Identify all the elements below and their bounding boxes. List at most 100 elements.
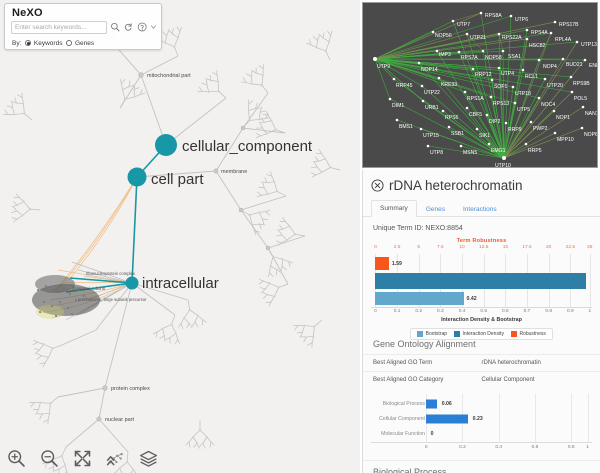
gene-label-UTP8: UTP8 xyxy=(430,150,443,156)
gene-label-MSN5: MSN5 xyxy=(463,150,477,156)
top-tick-0: 0 xyxy=(374,245,377,250)
radio-genes[interactable]: Genes xyxy=(66,40,94,47)
tab-interactions[interactable]: Interactions xyxy=(462,206,497,213)
gene-label-UTP18: UTP18 xyxy=(515,91,531,97)
radio-keywords-label: Keywords xyxy=(33,39,63,47)
legend-item-bootstrap[interactable]: Bootstrap xyxy=(417,331,447,337)
gene-label-NOP4: NOP4 xyxy=(543,64,557,70)
go-key-category: Best Aligned GO Category xyxy=(373,377,444,383)
gene-label-MPP10: MPP10 xyxy=(557,137,574,143)
top-tick-8: 20 xyxy=(546,245,552,250)
legend-item-interaction-density[interactable]: Interaction Density xyxy=(454,331,504,337)
term-details-panel[interactable]: rDNA heterochromatin Summary Genes Inter… xyxy=(362,170,600,473)
gene-label-UTP21: UTP21 xyxy=(470,35,486,41)
search-panel[interactable]: NeXO xyxy=(4,3,162,50)
bar-row-bootstrap[interactable]: 0.42 xyxy=(371,292,592,305)
bar-row-interaction-density[interactable] xyxy=(371,273,592,289)
gene-label-RPS13: RPS13 xyxy=(493,101,509,107)
go-row-category: Best Aligned GO Category Cellular Compon… xyxy=(363,371,600,388)
go-tick-4: 0.8 xyxy=(567,445,575,450)
search-row[interactable] xyxy=(11,20,157,34)
go-bar-cellular-component[interactable] xyxy=(426,414,469,424)
gene-label-BMS1: BMS1 xyxy=(399,124,413,130)
bar-bootstrap[interactable] xyxy=(375,292,464,305)
legend-item-robustness[interactable]: Robustness xyxy=(510,331,546,337)
robustness-chart-title: Term Robustness xyxy=(456,238,507,244)
zoom-in-icon[interactable] xyxy=(6,448,27,469)
layers-icon[interactable] xyxy=(138,448,159,469)
tab-genes[interactable]: Genes xyxy=(425,206,445,213)
node-label-nuclear-part: nuclear part xyxy=(105,417,135,423)
gene-label-UTP7: UTP7 xyxy=(457,22,470,28)
go-value-category: Cellular Component xyxy=(481,377,535,383)
bar-robustness[interactable] xyxy=(375,257,389,270)
collapse-icon[interactable] xyxy=(105,448,126,469)
network-toolbar[interactable] xyxy=(6,448,159,469)
bar-interaction-density[interactable] xyxy=(375,273,586,289)
close-circle-icon[interactable] xyxy=(371,179,384,192)
gene-label-SIK1: SIK1 xyxy=(479,133,490,139)
go-bar-biological-process[interactable] xyxy=(426,399,438,409)
top-tick-1: 2.5 xyxy=(393,245,401,250)
node-label-preribosome: preribosome, large subunit precursor xyxy=(78,297,147,302)
unique-term-id: Unique Term ID: NEXO:8854 xyxy=(373,225,463,232)
robustness-legend[interactable]: Bootstrap Interaction Density Robustness xyxy=(410,328,553,340)
reset-icon[interactable] xyxy=(123,21,133,33)
gene-label-POL5: POL5 xyxy=(574,96,587,102)
go-key-term: Best Aligned GO Term xyxy=(373,360,433,366)
gene-nodes[interactable] xyxy=(373,11,587,160)
help-icon[interactable] xyxy=(137,21,147,33)
gene-label-EMG1: EMG1 xyxy=(491,148,506,154)
gene-label-NAN1: NAN1 xyxy=(585,111,598,117)
gene-label-UTP22: UTP22 xyxy=(424,90,440,96)
biological-process-section-title: Biological Process xyxy=(363,460,600,473)
gene-label-NOP6: NOP6 xyxy=(584,132,598,138)
gene-label-DIP2: DIP2 xyxy=(489,119,500,125)
radio-genes-label: Genes xyxy=(74,39,95,47)
network-nodes[interactable] xyxy=(96,72,271,422)
bar-value-bootstrap: 0.42 xyxy=(466,295,477,302)
top-tick-2: 5 xyxy=(417,245,421,250)
gene-label-RPS1A: RPS1A xyxy=(467,96,484,102)
gene-interaction-network-panel[interactable]: UTP9 RPS8A UTP6 UTP7 NOP56 UTP21 RPS22A … xyxy=(362,2,598,168)
node-label-protein-complex: protein complex xyxy=(111,386,150,392)
network-subtrees xyxy=(0,11,345,473)
hierarchy-network-panel[interactable]: cellular_component cell part intracellul… xyxy=(0,0,360,473)
tab-summary[interactable]: Summary xyxy=(371,200,417,217)
go-cat-molecular-function: Molecular Function xyxy=(381,431,425,437)
search-input[interactable] xyxy=(11,20,107,34)
term-header: rDNA heterochromatin xyxy=(363,170,600,197)
search-filter-row[interactable]: By: Keywords Genes xyxy=(12,37,157,49)
top-tick-9: 22.5 xyxy=(565,245,575,250)
gene-network-svg[interactable]: UTP9 RPS8A UTP6 UTP7 NOP56 UTP21 RPS22A … xyxy=(363,3,598,168)
gene-label-NOP56: NOP56 xyxy=(435,33,452,39)
gene-label-NOP58: NOP58 xyxy=(485,55,502,61)
bot-tick-7: 0.7 xyxy=(523,309,531,314)
gene-label-UTP6: UTP6 xyxy=(515,17,528,23)
top-tick-7: 17.5 xyxy=(522,245,532,250)
zoom-out-icon[interactable] xyxy=(39,448,60,469)
bar-row-robustness[interactable]: 1.59 xyxy=(371,257,592,270)
details-tabs[interactable]: Summary Genes Interactions xyxy=(363,197,600,217)
fit-screen-icon[interactable] xyxy=(72,448,93,469)
go-tick-3: 0.6 xyxy=(531,445,539,450)
hierarchy-network-svg[interactable]: cellular_component cell part intracellul… xyxy=(0,0,360,473)
search-icon[interactable] xyxy=(110,21,120,33)
radio-keywords[interactable]: Keywords xyxy=(25,40,62,47)
gene-label-SSB1: SSB1 xyxy=(451,131,464,137)
gene-label-RPS22A: RPS22A xyxy=(502,35,522,41)
gene-label-HSC82: HSC82 xyxy=(529,43,546,49)
gene-label-RPS4A: RPS4A xyxy=(531,30,548,36)
legend-label-robustness: Robustness xyxy=(519,331,546,337)
gene-label-ENP1: ENP1 xyxy=(589,63,598,69)
gene-label-UTP10: UTP10 xyxy=(495,163,511,168)
bot-tick-3: 0.3 xyxy=(437,309,444,314)
chevron-down-icon[interactable] xyxy=(150,23,157,31)
highlighted-nodes[interactable] xyxy=(125,134,178,290)
go-value-biological-process: 0.06 xyxy=(441,401,452,407)
bot-tick-1: 0.1 xyxy=(393,309,401,314)
gene-label-SOF1: SOF1 xyxy=(494,84,507,90)
go-alignment-chart: Biological Process 0.06 Cellular Compone… xyxy=(371,394,592,456)
dense-cluster[interactable] xyxy=(32,275,100,319)
